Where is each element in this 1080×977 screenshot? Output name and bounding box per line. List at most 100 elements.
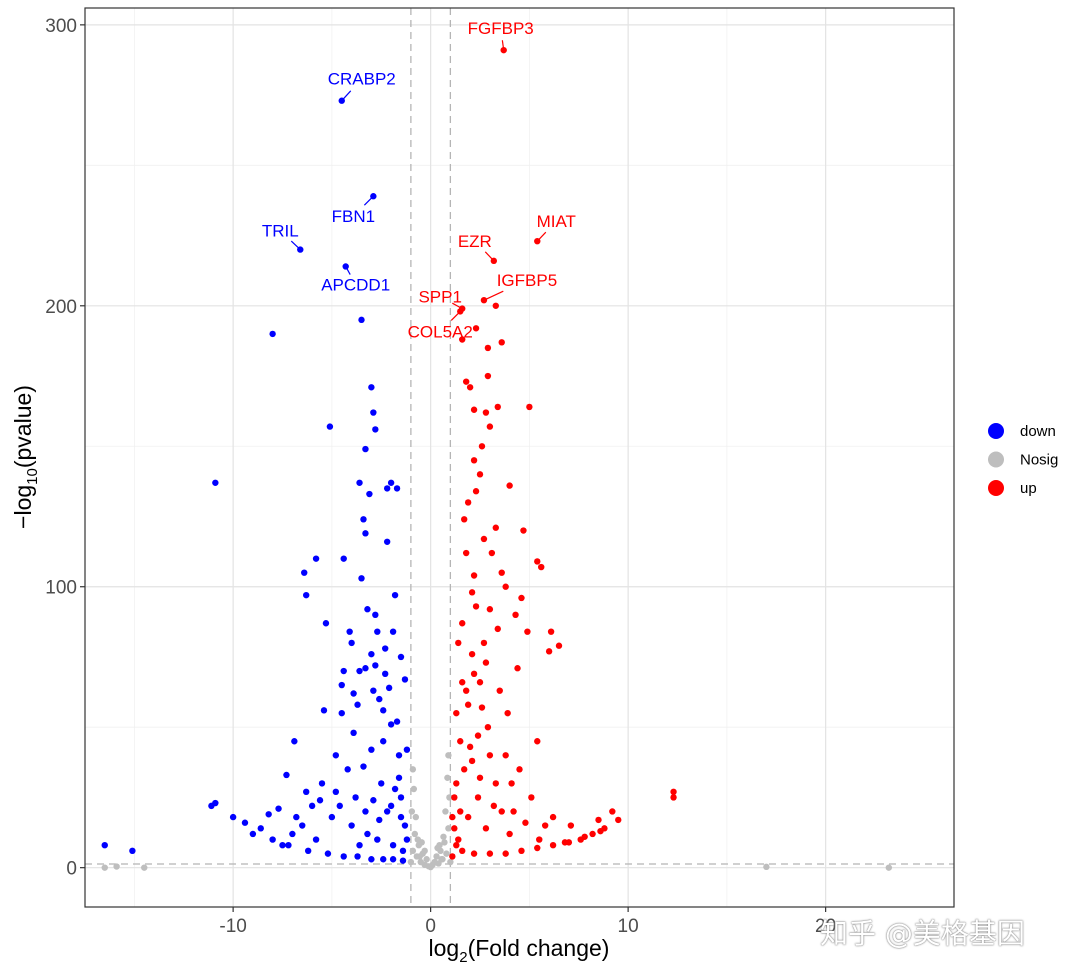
- point-up: [492, 302, 499, 309]
- point-nosig: [440, 833, 447, 840]
- point-down: [318, 780, 326, 787]
- point-up: [482, 659, 490, 666]
- point-down: [376, 695, 383, 703]
- point-up: [520, 527, 527, 534]
- point-down: [340, 555, 347, 562]
- point-up: [455, 836, 462, 843]
- point-up: [482, 409, 490, 416]
- point-up: [472, 488, 480, 495]
- legend-key-down: [988, 423, 1004, 439]
- point-nosig: [443, 850, 450, 857]
- point-down: [374, 628, 381, 635]
- gene-labels: CRABP2 FBN1 TRIL APCDD1 FGFBP3 MIAT EZR SPP1 IGF…: [262, 19, 576, 341]
- point-nosig: [438, 856, 445, 863]
- point-down: [291, 738, 298, 745]
- point-up: [449, 853, 456, 860]
- point-up: [486, 850, 494, 857]
- point-up: [470, 457, 478, 464]
- point-down: [370, 687, 377, 694]
- point-up: [457, 738, 464, 745]
- point-up: [567, 822, 575, 829]
- point-down: [356, 667, 363, 675]
- point-up: [518, 594, 525, 602]
- point-down: [368, 746, 375, 753]
- point-up: [670, 788, 677, 796]
- point-up: [534, 738, 541, 745]
- legend: down Nosig up: [988, 423, 1058, 497]
- point-down: [364, 830, 371, 838]
- point-up: [518, 847, 525, 855]
- point-nosig: [408, 808, 416, 815]
- point-up: [472, 325, 480, 332]
- point-up: [486, 752, 494, 759]
- point-up: [516, 766, 523, 773]
- point-nosig: [412, 813, 420, 821]
- point-down: [269, 836, 276, 843]
- legend-label: down: [1020, 423, 1056, 440]
- point-up: [470, 670, 478, 678]
- point-up: [453, 841, 460, 849]
- point-down: [360, 763, 367, 770]
- point-down: [312, 836, 320, 843]
- point-up: [457, 308, 464, 315]
- point-up: [464, 813, 472, 821]
- point-down: [380, 856, 387, 863]
- point-up: [468, 650, 476, 658]
- point-nosig: [409, 766, 417, 773]
- point-up: [490, 802, 498, 810]
- legend-key-up: [988, 480, 1004, 496]
- point-down: [279, 841, 286, 849]
- point-down: [354, 701, 361, 708]
- point-nosig: [763, 863, 770, 871]
- point-up: [609, 808, 616, 815]
- point-down: [370, 797, 377, 804]
- point-down: [358, 316, 365, 324]
- point-down: [364, 606, 371, 613]
- point-up: [526, 403, 533, 411]
- point-up: [476, 471, 484, 478]
- point-down: [399, 857, 407, 864]
- point-up: [502, 850, 509, 857]
- grid-lines: [85, 8, 954, 907]
- point-nosig: [442, 808, 449, 815]
- point-down: [293, 813, 300, 821]
- point-up: [478, 704, 486, 711]
- point-down: [372, 662, 379, 669]
- point-down: [340, 853, 347, 860]
- y-axis-title: −log10(pvalue): [10, 385, 41, 529]
- point-down: [397, 794, 405, 801]
- legend-label: Nosig: [1020, 452, 1058, 469]
- point-down: [348, 639, 355, 647]
- point-up: [538, 563, 545, 571]
- point-up: [459, 336, 466, 343]
- point-down: [283, 771, 290, 779]
- point-down: [374, 836, 381, 843]
- point-up: [488, 549, 496, 557]
- point-up: [577, 836, 584, 843]
- point-down: [399, 847, 407, 855]
- point-down: [383, 538, 391, 545]
- point-down: [389, 856, 397, 863]
- point-up: [541, 822, 549, 829]
- point-up: [597, 827, 604, 835]
- point-up: [528, 794, 535, 801]
- point-down: [403, 746, 411, 753]
- point-nosig: [433, 853, 440, 860]
- legend-key-nosig: [988, 451, 1004, 468]
- point-up: [486, 606, 494, 613]
- point-up: [589, 830, 596, 838]
- point-down: [352, 794, 359, 801]
- point-up: [474, 794, 482, 801]
- point-down: [285, 841, 292, 849]
- point-up: [478, 443, 486, 450]
- point-down: [344, 766, 351, 773]
- point-up: [498, 808, 505, 815]
- point-nosig: [409, 847, 417, 855]
- point-down: [342, 263, 349, 270]
- point-down: [316, 797, 324, 804]
- point-up: [512, 611, 519, 619]
- point-up: [615, 816, 622, 824]
- point-nosig: [423, 856, 430, 863]
- gene-label: SPP1: [418, 288, 461, 307]
- point-down: [391, 591, 399, 599]
